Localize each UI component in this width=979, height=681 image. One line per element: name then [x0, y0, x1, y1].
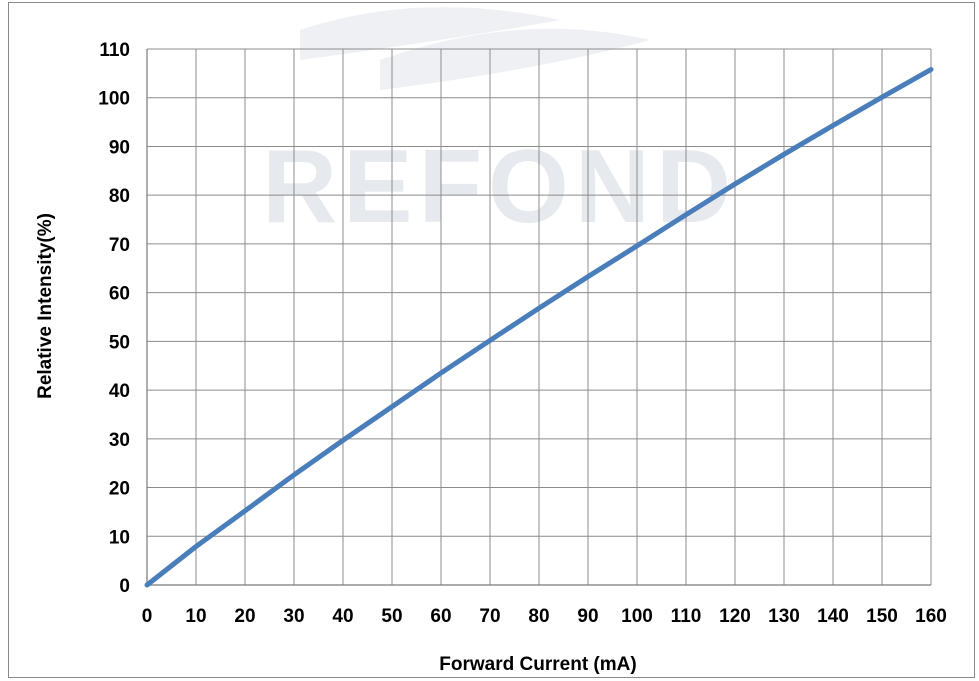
y-axis-title: Relative Intensity(%): [35, 213, 56, 399]
x-tick-label: 40: [332, 606, 353, 627]
x-tick-label: 90: [577, 606, 598, 627]
x-tick-label: 130: [768, 606, 800, 627]
x-tick-label: 50: [381, 606, 402, 627]
y-tick-label: 90: [109, 137, 130, 158]
x-tick-label: 80: [528, 606, 549, 627]
x-tick-label: 70: [479, 606, 500, 627]
watermark: REFOND: [262, 7, 737, 245]
tick-labels: 0 10 20 30 40 50 60 70 80 90 100 110 120 130 140 150 160…: [98, 40, 947, 627]
y-tick-label: 40: [109, 381, 130, 402]
y-tick-label: 50: [109, 332, 130, 353]
y-tick-label: 110: [99, 40, 130, 61]
y-tick-label: 80: [109, 186, 130, 207]
y-tick-label: 60: [109, 284, 130, 305]
x-tick-label: 160: [915, 606, 947, 627]
chart-frame: [8, 2, 975, 678]
y-tick-label: 70: [109, 235, 130, 256]
y-tick-label: 0: [119, 576, 130, 597]
x-tick-label: 120: [719, 606, 751, 627]
x-tick-label: 150: [866, 606, 898, 627]
x-tick-label: 10: [185, 606, 206, 627]
x-axis-title: Forward Current (mA): [439, 654, 636, 675]
y-tick-label: 10: [109, 527, 130, 548]
series-line: [144, 67, 934, 588]
y-tick-label: 30: [109, 430, 130, 451]
y-tick-label: 20: [109, 479, 130, 500]
x-tick-label: 30: [283, 606, 304, 627]
y-tick-label: 100: [98, 89, 130, 110]
x-tick-label: 0: [142, 606, 153, 627]
watermark-logo-text: REFOND: [262, 129, 737, 245]
x-tick-label: 110: [671, 606, 702, 627]
grid: [146, 48, 932, 586]
x-tick-label: 60: [430, 606, 451, 627]
x-tick-label: 20: [234, 606, 255, 627]
series-layer: [144, 67, 934, 588]
x-tick-label: 140: [817, 606, 849, 627]
x-tick-label: 100: [621, 606, 653, 627]
